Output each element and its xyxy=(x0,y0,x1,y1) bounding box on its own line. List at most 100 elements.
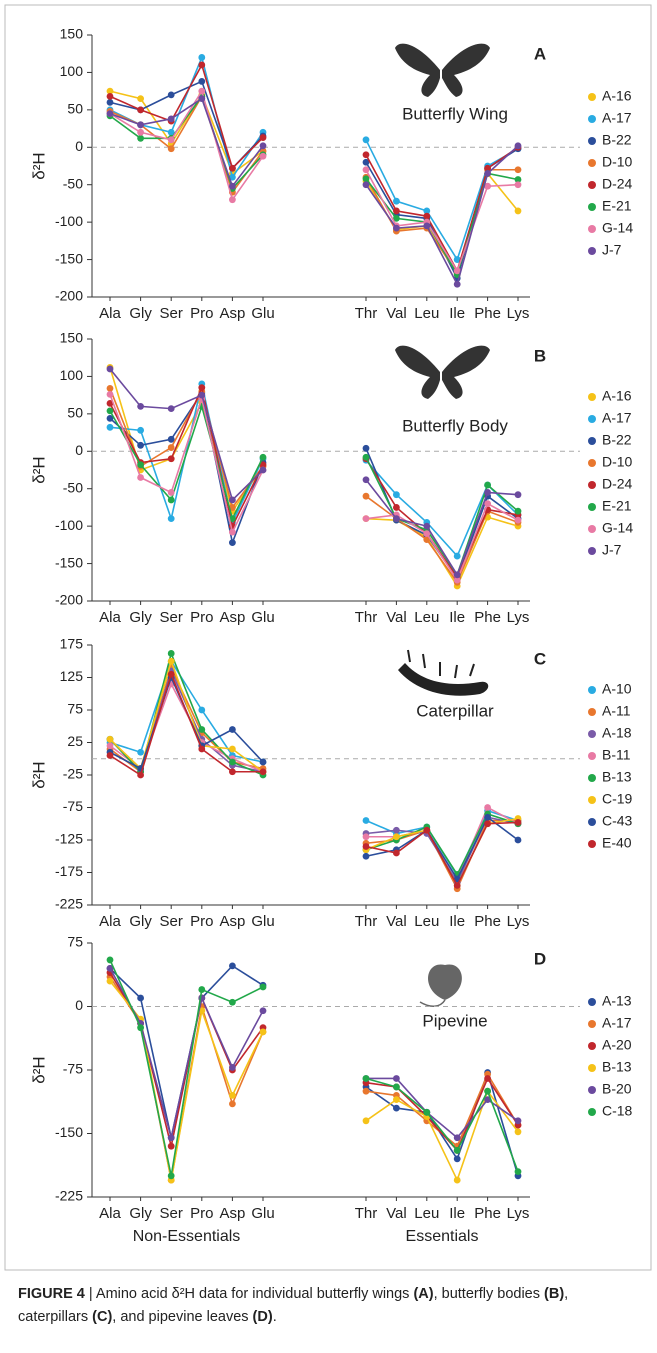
data-point xyxy=(229,496,236,504)
data-point xyxy=(229,962,236,970)
y-tick-label: -225 xyxy=(55,1188,83,1204)
data-point xyxy=(453,552,461,560)
data-point xyxy=(137,121,145,129)
x-tick-label: Ser xyxy=(160,609,183,626)
data-point xyxy=(362,1087,370,1095)
y-tick-label: 175 xyxy=(60,636,84,652)
caterpillar-icon xyxy=(398,649,489,696)
x-tick-label: Ser xyxy=(160,913,183,930)
x-tick-label: Lys xyxy=(507,1205,530,1222)
legend-swatch xyxy=(588,459,596,467)
caption-text: (C) xyxy=(92,1309,113,1325)
legend-swatch xyxy=(588,393,596,401)
data-point xyxy=(229,768,236,776)
legend-label: B-11 xyxy=(602,747,631,763)
x-tick-label: Lys xyxy=(507,609,530,626)
x-tick-label: Lys xyxy=(507,305,530,322)
data-point xyxy=(484,1075,491,1082)
legend-label: A-20 xyxy=(602,1037,632,1053)
data-point xyxy=(229,528,236,536)
x-tick-label: Glu xyxy=(251,1205,274,1222)
x-tick-label: Asp xyxy=(219,1205,245,1222)
series-line xyxy=(365,145,519,287)
legend-swatch xyxy=(588,181,596,189)
data-point xyxy=(453,1134,461,1142)
data-point xyxy=(167,496,175,504)
data-point xyxy=(393,197,400,205)
data-point xyxy=(106,385,114,392)
series-line xyxy=(365,502,519,582)
legend-label: D-10 xyxy=(602,454,633,470)
data-point xyxy=(393,833,400,841)
data-point xyxy=(393,504,400,511)
data-point xyxy=(362,158,370,166)
data-point xyxy=(137,426,145,434)
data-point xyxy=(453,571,461,579)
caption: FIGURE 4 | Amino acid δ²H data for indiv… xyxy=(18,1283,638,1329)
data-point xyxy=(229,726,236,733)
butterfly-icon xyxy=(395,43,490,97)
x-tick-label: Thr xyxy=(355,1205,378,1222)
data-point xyxy=(229,196,236,204)
x-tick-label: Glu xyxy=(251,913,274,930)
legend-label: A-13 xyxy=(602,993,632,1009)
x-tick-label: Ile xyxy=(449,1205,465,1222)
data-point xyxy=(423,222,431,230)
x-tick-label: Ser xyxy=(160,305,183,322)
leaf-stem xyxy=(419,999,446,1007)
data-point xyxy=(453,882,461,889)
legend-swatch xyxy=(588,93,596,101)
x-tick-label: Ala xyxy=(99,913,121,930)
data-point xyxy=(106,92,114,100)
legend-swatch xyxy=(588,708,596,716)
caption-text: . xyxy=(272,1309,277,1325)
data-point xyxy=(484,820,491,828)
x-tick-label: Phe xyxy=(474,1205,501,1222)
data-point xyxy=(484,804,491,811)
data-point xyxy=(106,742,114,750)
data-point xyxy=(106,365,114,373)
data-point xyxy=(229,504,236,511)
legend-label: A-17 xyxy=(602,410,632,426)
data-point xyxy=(137,128,145,136)
legend-label: D-10 xyxy=(602,154,633,170)
legend-swatch xyxy=(588,525,596,533)
data-point xyxy=(167,455,175,463)
data-point xyxy=(362,492,370,500)
data-point xyxy=(484,1087,491,1095)
legend-swatch xyxy=(588,840,596,848)
data-point xyxy=(137,402,145,410)
data-point xyxy=(484,500,491,508)
data-point xyxy=(393,215,400,222)
x-tick-label: Thr xyxy=(355,305,378,322)
data-point xyxy=(362,1117,370,1125)
data-point xyxy=(484,164,491,172)
legend-label: D-24 xyxy=(602,176,633,192)
data-point xyxy=(106,98,114,106)
data-point xyxy=(167,405,175,413)
group-label: Essentials xyxy=(406,1228,479,1245)
data-point xyxy=(514,181,522,189)
series-line xyxy=(109,968,264,1138)
data-point xyxy=(362,175,370,183)
legend-label: B-13 xyxy=(602,1059,632,1075)
y-tick-label: 150 xyxy=(60,26,84,42)
y-tick-label: 75 xyxy=(67,934,83,950)
legend-label: A-10 xyxy=(602,681,632,697)
data-point xyxy=(453,1147,461,1154)
x-tick-label: Gly xyxy=(129,609,152,626)
panel-subtitle: Butterfly Body xyxy=(402,416,508,435)
data-point xyxy=(167,136,175,144)
data-point xyxy=(198,986,206,993)
series-line xyxy=(109,671,263,777)
y-axis-label: δ²H xyxy=(29,456,48,483)
y-tick-label: -150 xyxy=(55,250,83,266)
data-point xyxy=(259,142,267,150)
data-point xyxy=(484,170,491,177)
data-point xyxy=(393,1083,400,1091)
series-line xyxy=(109,403,264,521)
y-tick-label: -100 xyxy=(55,517,83,533)
data-point xyxy=(423,1108,431,1116)
y-tick-label: 75 xyxy=(67,701,83,717)
data-point xyxy=(106,977,114,985)
